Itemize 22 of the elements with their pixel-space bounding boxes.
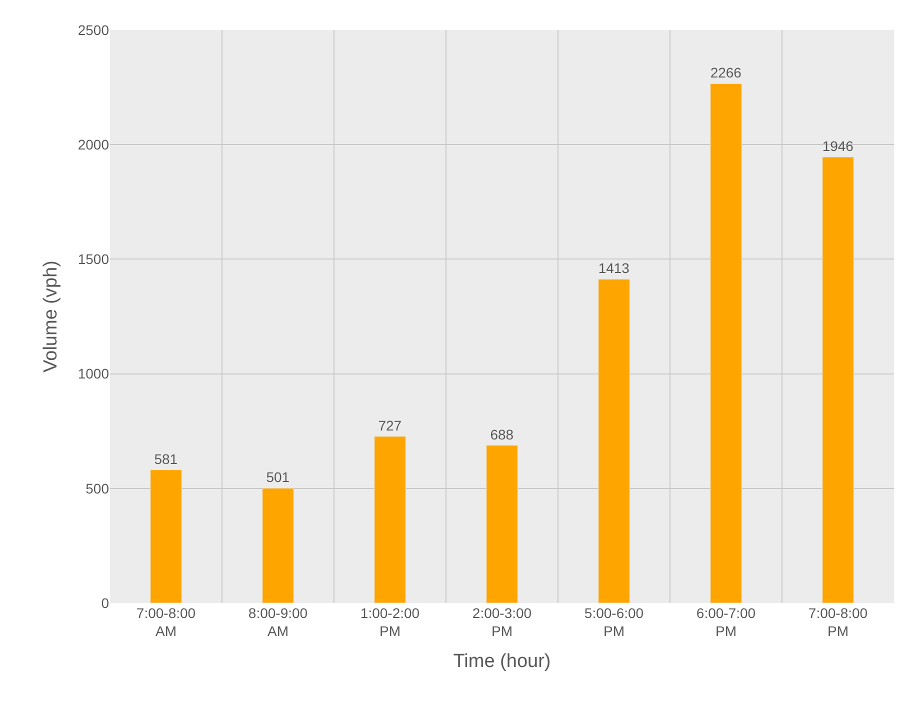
y-tick-label: 1000 (78, 366, 110, 382)
x-tick-label: 1:00-2:00 PM (360, 605, 420, 640)
y-tick-label: 500 (86, 480, 110, 496)
x-tick-label: 7:00-8:00 AM (136, 605, 196, 640)
x-tick-label: 2:00-3:00 PM (472, 605, 532, 640)
data-label: 2266 (710, 64, 742, 81)
x-tick-label: 7:00-8:00 PM (808, 605, 868, 640)
data-label: 688 (490, 426, 514, 442)
x-tick-label: 8:00-9:00 AM (248, 605, 308, 640)
y-tick-label: 2000 (78, 136, 110, 152)
data-label: 1946 (822, 138, 854, 154)
data-label: 727 (378, 417, 402, 434)
data-label: 501 (266, 469, 290, 486)
y-tick-label: 2500 (78, 22, 110, 38)
data-label: 1413 (598, 260, 630, 276)
x-tick-label: 6:00-7:00 PM (696, 605, 756, 640)
y-tick-label: 0 (101, 594, 110, 611)
data-label: 581 (154, 450, 178, 467)
x-axis-title: Time (hour) (453, 651, 551, 672)
y-axis-title: Volume (vph) (40, 260, 62, 372)
y-tick-label: 1500 (78, 251, 110, 268)
x-tick-label: 5:00-6:00 PM (584, 605, 644, 640)
